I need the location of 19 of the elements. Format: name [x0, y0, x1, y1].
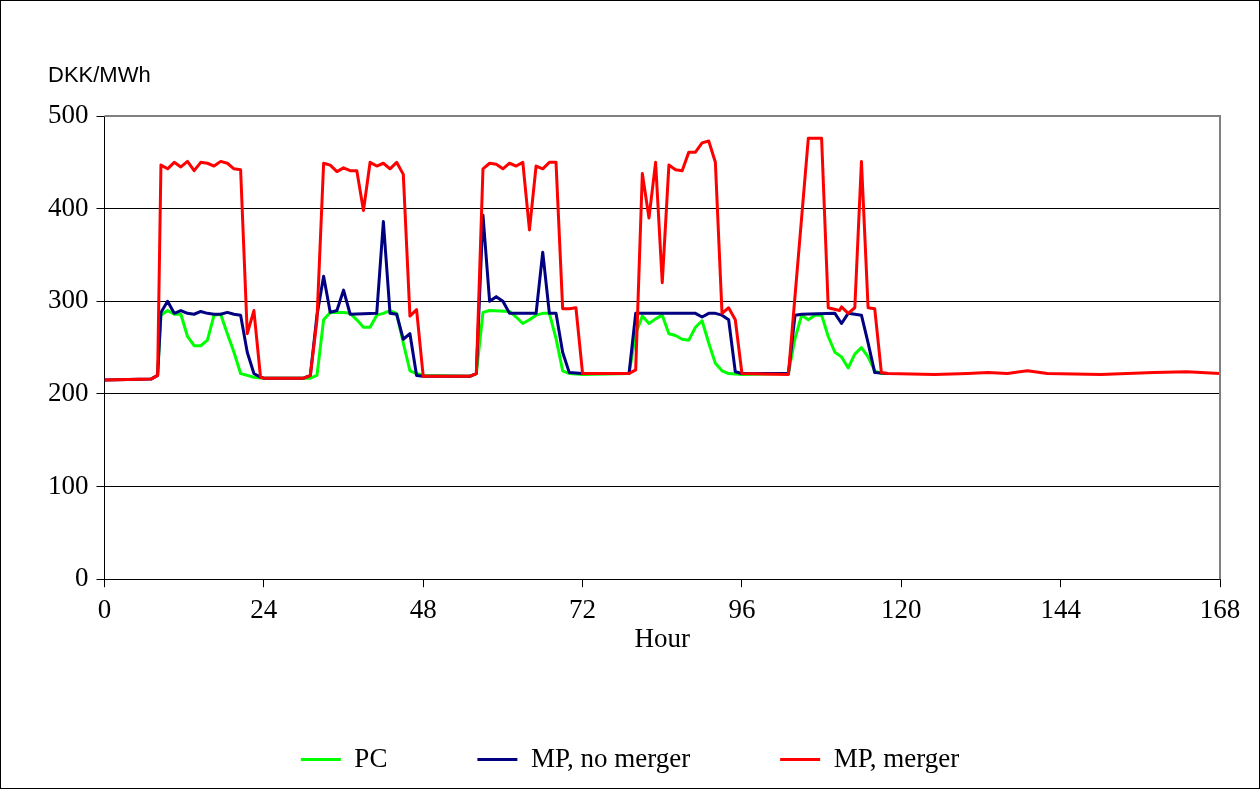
y-tick-label: 400 — [48, 191, 89, 222]
legend-label: PC — [354, 742, 388, 773]
x-tick-label: 168 — [1199, 594, 1241, 625]
x-tick-label: 24 — [250, 594, 278, 625]
legend-label: MP, merger — [833, 742, 960, 773]
x-tick-label: 120 — [881, 594, 922, 625]
y-tick-label: 100 — [48, 469, 89, 500]
y-tick-label: 300 — [48, 284, 89, 315]
y-axis-title: DKK/MWh — [48, 62, 151, 87]
y-tick-label: 200 — [48, 377, 89, 408]
legend-label: MP, no merger — [530, 742, 691, 773]
x-tick-label: 48 — [409, 594, 437, 625]
x-tick-label: 0 — [97, 594, 112, 625]
y-tick-label: 0 — [75, 562, 89, 593]
y-tick-label: 500 — [48, 99, 89, 130]
x-axis-title: Hour — [634, 622, 690, 653]
x-tick-label: 96 — [728, 594, 756, 625]
x-tick-label: 72 — [569, 594, 597, 625]
x-tick-label: 144 — [1040, 594, 1082, 625]
